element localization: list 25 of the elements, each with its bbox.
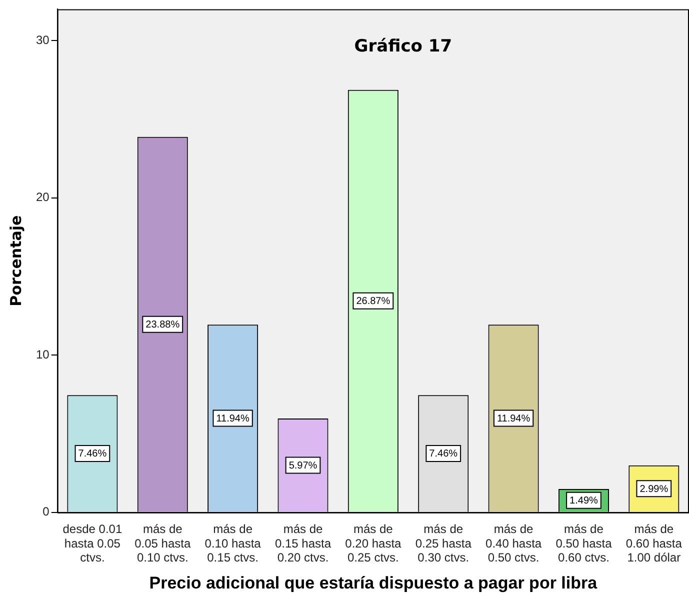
- data-label: 11.94%: [216, 414, 250, 425]
- x-tick-label: desde 0.01 hasta 0.05 ctvs.: [62, 522, 122, 565]
- text: Gráfico 17: [354, 36, 452, 57]
- data-label: 1.49%: [570, 496, 598, 507]
- y-axis-title: Porcentaje: [6, 215, 25, 306]
- data-label: 23.88%: [146, 320, 180, 331]
- x-tick-label: más de 0.25 hasta 0.30 ctvs.: [415, 522, 472, 565]
- x-tick-label: más de 0.10 hasta 0.15 ctvs.: [204, 522, 262, 565]
- y-tick-label: 20: [36, 190, 50, 204]
- y-tick-label: 30: [36, 32, 50, 47]
- x-tick-label: más de 0.05 hasta 0.10 ctvs.: [134, 522, 191, 565]
- y-tick-label: 0: [42, 504, 50, 519]
- data-label: 11.94%: [496, 414, 530, 425]
- data-label: 7.46%: [78, 448, 107, 460]
- y-tick-label: 10: [36, 347, 50, 362]
- x-tick-label: más de 0.15 hasta 0.20 ctvs.: [274, 522, 332, 565]
- x-tick-label: más de 0.20 hasta 0.25 ctvs.: [345, 522, 402, 565]
- data-label: 5.97%: [288, 460, 318, 472]
- x-tick-label: más de 0.40 hasta 0.50 ctvs.: [486, 522, 542, 565]
- x-axis-title: Precio adicional que estaría dispuesto a pagar por libra: [149, 573, 598, 592]
- data-label: 26.87%: [356, 296, 390, 308]
- x-tick-label: más de 0.50 hasta 0.60 ctvs.: [556, 522, 612, 565]
- data-label: 7.46%: [429, 448, 458, 460]
- data-label: 2.99%: [640, 484, 668, 495]
- x-tick-label: más de 0.60 hasta 1.00 dólar: [626, 522, 682, 565]
